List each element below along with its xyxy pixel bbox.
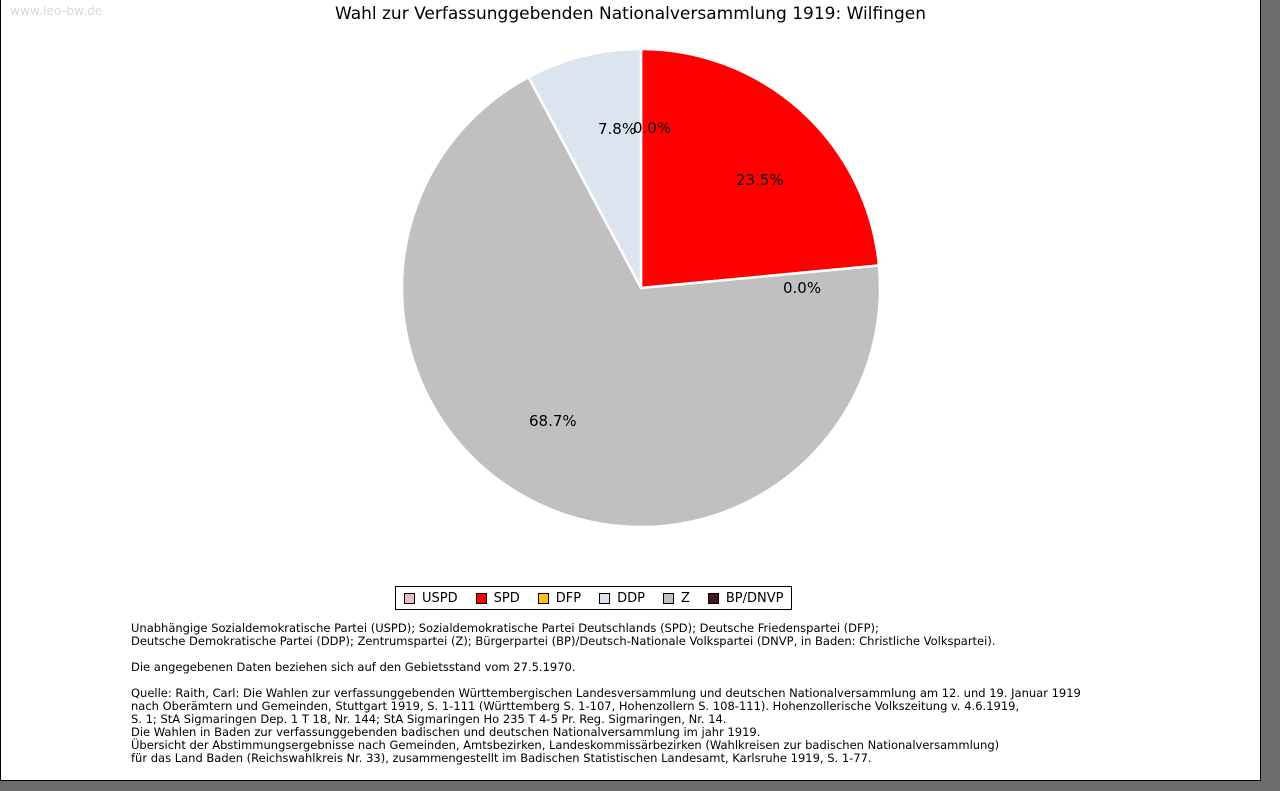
page-frame-bottom	[0, 780, 1261, 781]
footnote-line: Übersicht der Abstimmungsergebnisse nach…	[131, 738, 1000, 752]
pie-value-label: 68.7%	[529, 412, 577, 430]
footnote-line: für das Land Baden (Reichswahlkreis Nr. …	[131, 751, 872, 765]
scrollbar-vertical[interactable]	[1261, 0, 1280, 791]
legend-item-z[interactable]: Z	[662, 590, 690, 606]
footnote-source: Quelle: Raith, Carl: Die Wahlen zur verf…	[131, 687, 1081, 765]
pie-value-label: 23.5%	[736, 171, 784, 189]
legend-item-ddp[interactable]: DDP	[599, 591, 645, 606]
footnote-line: Unabhängige Sozialdemokratische Partei (…	[131, 621, 879, 635]
legend-item-label: DFP	[555, 590, 582, 606]
footnotes: Unabhängige Sozialdemokratische Partei (…	[131, 622, 1081, 765]
page-frame-left	[0, 0, 1, 781]
legend-item-uspd[interactable]: USPD	[404, 591, 458, 606]
legend-item-dfp[interactable]: DFP	[537, 590, 582, 606]
footnote-territory: Die angegebenen Daten beziehen sich auf …	[131, 661, 1081, 674]
pie-chart	[402, 49, 880, 527]
legend-swatch-icon	[537, 592, 549, 604]
pie-slice-group	[402, 49, 880, 527]
footnote-line: Quelle: Raith, Carl: Die Wahlen zur verf…	[131, 686, 1081, 700]
legend-item-label: Z	[680, 590, 690, 606]
legend-swatch-icon	[662, 592, 674, 604]
footnote-line: Die Wahlen in Baden zur verfassunggebend…	[131, 725, 761, 739]
footnote-line: S. 1; StA Sigmaringen Dep. 1 T 18, Nr. 1…	[131, 712, 727, 726]
legend-item-bp-dnvp[interactable]: BP/DNVP	[707, 590, 784, 606]
page-frame-top	[0, 0, 1261, 1]
pie-chart-svg	[402, 49, 880, 527]
footnote-line: Die angegebenen Daten beziehen sich auf …	[131, 660, 576, 674]
legend-swatch-icon	[475, 592, 487, 604]
scrollbar-horizontal[interactable]	[0, 781, 1261, 791]
legend-item-label: BP/DNVP	[725, 590, 784, 606]
pie-slice-z[interactable]	[402, 75, 880, 527]
legend-item-spd[interactable]: SPD	[475, 590, 520, 606]
legend-swatch-icon	[707, 592, 719, 604]
footnote-line: Deutsche Demokratische Partei (DDP); Zen…	[131, 634, 996, 648]
legend-item-label: DDP	[617, 590, 645, 606]
pie-value-label: 7.8%	[598, 120, 637, 138]
footnote-line: nach Oberämtern und Gemeinden, Stuttgart…	[131, 699, 1020, 713]
pie-value-label: 0.0%	[783, 279, 822, 297]
chart-legend: USPD SPD DFP DDP Z BP/DNVP	[395, 586, 793, 610]
footnote-parties: Unabhängige Sozialdemokratische Partei (…	[131, 622, 1081, 648]
legend-item-label: USPD	[422, 590, 458, 606]
page-title: Wahl zur Verfassunggebenden Nationalvers…	[334, 4, 927, 24]
legend-item-label: SPD	[493, 590, 520, 606]
pie-slice-spd[interactable]	[639, 49, 880, 290]
site-watermark: www.leo-bw.de	[10, 4, 103, 18]
legend-swatch-icon	[599, 592, 611, 604]
page-frame-right	[1260, 0, 1261, 781]
pie-slice-ddp[interactable]	[526, 49, 643, 289]
legend-swatch-icon	[404, 592, 415, 604]
pie-value-label: 0.0%	[633, 119, 672, 137]
